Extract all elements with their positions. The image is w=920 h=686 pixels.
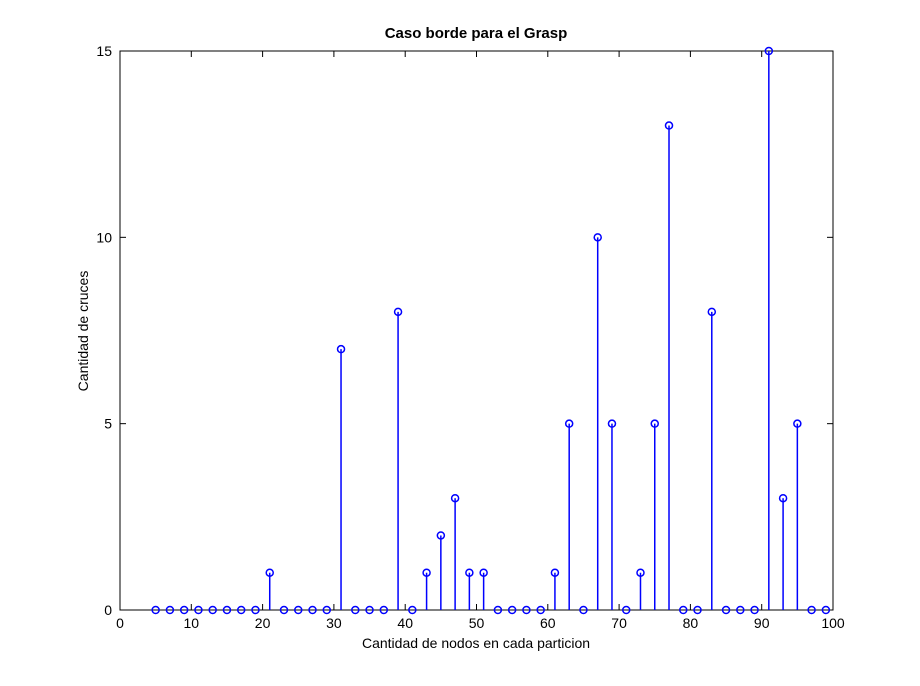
stem-marker xyxy=(750,605,759,615)
stem-marker xyxy=(536,605,545,615)
stem-marker xyxy=(365,605,374,615)
stem-marker xyxy=(679,605,688,615)
stem-marker xyxy=(208,605,217,615)
stem-marker xyxy=(550,568,560,577)
stem-marker xyxy=(308,605,317,615)
stem-marker xyxy=(422,568,431,577)
stem-marker xyxy=(636,568,645,577)
data-series xyxy=(151,46,831,615)
stem-marker xyxy=(593,233,602,242)
stem-marker xyxy=(151,605,160,615)
stem-marker xyxy=(721,605,731,615)
stem-marker xyxy=(408,605,417,615)
x-axis-ticks: 0 10 20 30 40 50 60 70 80 90 100 xyxy=(116,51,845,631)
stem-marker xyxy=(621,605,631,615)
stem-marker xyxy=(179,605,189,615)
stem-marker xyxy=(479,568,488,577)
stem-marker xyxy=(707,307,717,317)
stem-marker xyxy=(236,605,246,615)
y-tick-label: 10 xyxy=(96,229,112,245)
x-tick-label: 80 xyxy=(683,615,699,631)
stem-marker xyxy=(764,46,774,56)
x-tick-label: 50 xyxy=(469,615,485,631)
x-tick-label: 100 xyxy=(821,615,845,631)
stem-marker xyxy=(807,605,816,615)
stem-marker xyxy=(393,307,403,317)
y-tick-label: 15 xyxy=(96,43,112,59)
stem-marker xyxy=(778,493,788,503)
x-axis-label: Cantidad de nodos en cada particion xyxy=(362,635,590,651)
y-tick-label: 0 xyxy=(104,602,112,618)
stem-marker xyxy=(450,493,460,503)
x-tick-label: 40 xyxy=(397,615,413,631)
x-tick-label: 0 xyxy=(116,615,124,631)
stem-marker xyxy=(251,605,260,615)
stem-marker xyxy=(564,419,574,428)
stem-marker xyxy=(294,605,303,615)
stem-marker xyxy=(736,605,745,615)
y-axis-ticks: 0 5 10 15 xyxy=(96,43,833,618)
stem-marker xyxy=(607,419,617,428)
stem-marker xyxy=(793,419,802,428)
stem-marker xyxy=(279,605,289,615)
x-tick-label: 70 xyxy=(611,615,627,631)
stem-marker xyxy=(336,344,346,354)
stem-marker xyxy=(165,605,175,615)
stem-marker xyxy=(507,605,517,615)
stem-marker xyxy=(194,605,203,615)
x-tick-label: 60 xyxy=(540,615,556,631)
stem-marker xyxy=(222,605,232,615)
stem-marker xyxy=(579,605,588,615)
stem-marker xyxy=(493,605,503,615)
stem-marker xyxy=(436,531,446,540)
stem-marker xyxy=(821,605,831,615)
stem-marker xyxy=(265,568,274,577)
stem-marker xyxy=(351,605,360,615)
y-tick-label: 5 xyxy=(104,416,112,432)
stem-marker xyxy=(693,605,702,615)
x-tick-label: 30 xyxy=(326,615,342,631)
stem-marker xyxy=(465,568,474,577)
y-axis-label: Cantidad de cruces xyxy=(75,271,91,392)
stem-marker xyxy=(379,605,389,615)
plot-area xyxy=(119,50,834,611)
x-tick-label: 10 xyxy=(184,615,200,631)
stem-marker xyxy=(522,605,531,615)
stem-marker xyxy=(650,419,659,428)
stem-marker xyxy=(322,605,332,615)
x-tick-label: 20 xyxy=(255,615,271,631)
stem-marker xyxy=(664,121,674,130)
x-tick-label: 90 xyxy=(754,615,770,631)
chart-title: Caso borde para el Grasp xyxy=(385,25,568,42)
